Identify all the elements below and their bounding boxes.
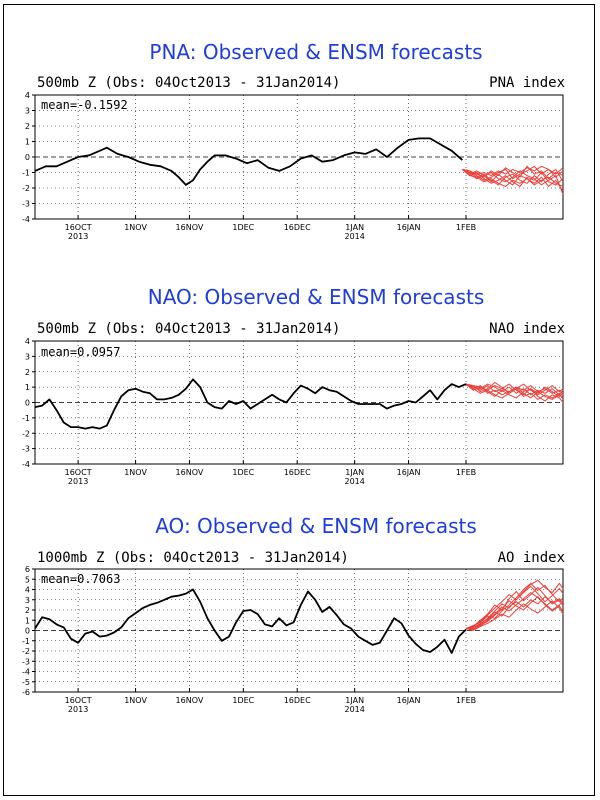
nao-observed-line <box>34 378 467 430</box>
pna-ytick-label: 2 <box>25 122 30 131</box>
ao-ytick-label: -2 <box>22 647 30 656</box>
nao-forecast-member-6 <box>465 383 564 401</box>
ao-xtick-label: 1NOV <box>124 696 147 705</box>
ao-xtick-label: 16OCT <box>65 696 92 705</box>
pna-forecast-member-3 <box>462 165 564 181</box>
nao-xtick-label: 1JAN <box>345 468 364 477</box>
nao-xtick-label: 16OCT <box>65 468 92 477</box>
ao-ytick-label: -4 <box>22 668 30 677</box>
pna-ytick-label: -2 <box>22 184 30 193</box>
ao-ytick-label: 4 <box>25 586 30 595</box>
pna-ytick-label: -3 <box>22 200 30 209</box>
pna-xtick-label: 1JAN <box>345 223 364 232</box>
nao-forecast-member-5 <box>465 383 564 396</box>
nao-xtick-year: 2013 <box>68 477 88 486</box>
nao-subtitle-left: 500mb Z (Obs: 04Oct2013 - 31Jan2014) <box>37 321 340 337</box>
pna-ytick-label: 0 <box>25 153 30 162</box>
ao-ytick-label: -1 <box>22 637 30 646</box>
ao-ytick-label: 0 <box>25 627 30 636</box>
ao-xtick-label: 16JAN <box>397 696 421 705</box>
nao-ytick-label: 2 <box>25 368 30 377</box>
pna-observed-line <box>34 137 463 186</box>
ao-forecast-member-4 <box>465 582 564 629</box>
nao-ytick-label: 4 <box>25 337 30 346</box>
nao-xtick-label: 1FEB <box>456 468 476 477</box>
pna-xtick-label: 16DEC <box>284 223 311 232</box>
pna-subtitle-left: 500mb Z (Obs: 04Oct2013 - 31Jan2014) <box>37 75 340 91</box>
ao-xtick-year: 2014 <box>344 705 364 714</box>
ao-ytick-label: 2 <box>25 606 30 615</box>
ao-ytick-label: 5 <box>25 575 30 584</box>
pna-xtick-label: 16JAN <box>397 223 421 232</box>
ao-observed-line <box>34 588 467 654</box>
figure-frame <box>3 4 595 796</box>
ao-xtick-label: 16DEC <box>284 696 311 705</box>
nao-ytick-label: -3 <box>22 445 30 454</box>
nao-xtick-label: 16DEC <box>284 468 311 477</box>
ao-xtick-label: 1JAN <box>345 696 364 705</box>
pna-forecast-member-5 <box>462 168 564 186</box>
ao-forecast-member-7 <box>465 596 564 629</box>
ao-ytick-label: 1 <box>25 616 30 625</box>
nao-ytick-label: 3 <box>25 352 30 361</box>
nao-forecast-member-7 <box>465 383 564 396</box>
pna-xtick-label: 1NOV <box>124 223 147 232</box>
nao-xtick-label: 16JAN <box>397 468 421 477</box>
pna-title: PNA: Observed & ENSM forecasts <box>149 40 482 64</box>
pna-xtick-label: 1FEB <box>456 223 476 232</box>
nao-ytick-label: -4 <box>22 460 30 469</box>
pna-xtick-label: 16OCT <box>65 223 92 232</box>
ao-subtitle-left: 1000mb Z (Obs: 04Oct2013 - 31Jan2014) <box>37 550 349 566</box>
ao-xtick-label: 1DEC <box>232 696 254 705</box>
pna-forecast-member-8 <box>462 169 564 187</box>
pna-forecast-member-6 <box>462 168 564 195</box>
pna-forecast-member-7 <box>462 165 564 177</box>
ao-ytick-label: -6 <box>22 688 30 697</box>
ao-xtick-year: 2013 <box>68 705 88 714</box>
ao-xtick-label: 1FEB <box>456 696 476 705</box>
ao-ytick-label: -5 <box>22 678 30 687</box>
pna-xtick-label: 1DEC <box>232 223 254 232</box>
nao-ytick-label: -2 <box>22 429 30 438</box>
ao-title: AO: Observed & ENSM forecasts <box>155 514 477 538</box>
ao-forecast-member-8 <box>466 591 564 629</box>
pna-mean-label: mean=-0.1592 <box>41 98 128 112</box>
pna-ytick-label: 1 <box>25 138 30 147</box>
nao-subtitle-right: NAO index <box>489 321 565 337</box>
pna-xtick-year: 2014 <box>344 232 364 241</box>
nao-xtick-year: 2014 <box>344 477 364 486</box>
ao-ytick-label: -3 <box>22 657 30 666</box>
ao-ytick-label: 3 <box>25 596 30 605</box>
ao-subtitle-right: AO index <box>498 550 565 566</box>
pna-subtitle-right: PNA index <box>489 75 565 91</box>
nao-title: NAO: Observed & ENSM forecasts <box>148 285 485 309</box>
nao-xtick-label: 16NOV <box>176 468 204 477</box>
pna-ytick-label: -4 <box>22 215 30 224</box>
pna-xtick-label: 16NOV <box>176 223 204 232</box>
nao-xtick-label: 1DEC <box>232 468 254 477</box>
pna-ytick-label: -1 <box>22 169 30 178</box>
nao-ytick-label: -1 <box>22 414 30 423</box>
pna-xtick-year: 2013 <box>68 232 88 241</box>
ao-ytick-label: 6 <box>25 565 30 574</box>
nao-xtick-label: 1NOV <box>124 468 147 477</box>
pna-ytick-label: 3 <box>25 107 30 116</box>
ao-forecast-member-5 <box>465 600 564 632</box>
nao-ytick-label: 0 <box>25 399 30 408</box>
ao-mean-label: mean=0.7063 <box>41 572 120 586</box>
nao-mean-label: mean=0.0957 <box>41 345 120 359</box>
ao-forecast-member-6 <box>465 579 564 629</box>
ao-xtick-label: 16NOV <box>176 696 204 705</box>
pna-ytick-label: 4 <box>25 91 30 100</box>
nao-ytick-label: 1 <box>25 383 30 392</box>
